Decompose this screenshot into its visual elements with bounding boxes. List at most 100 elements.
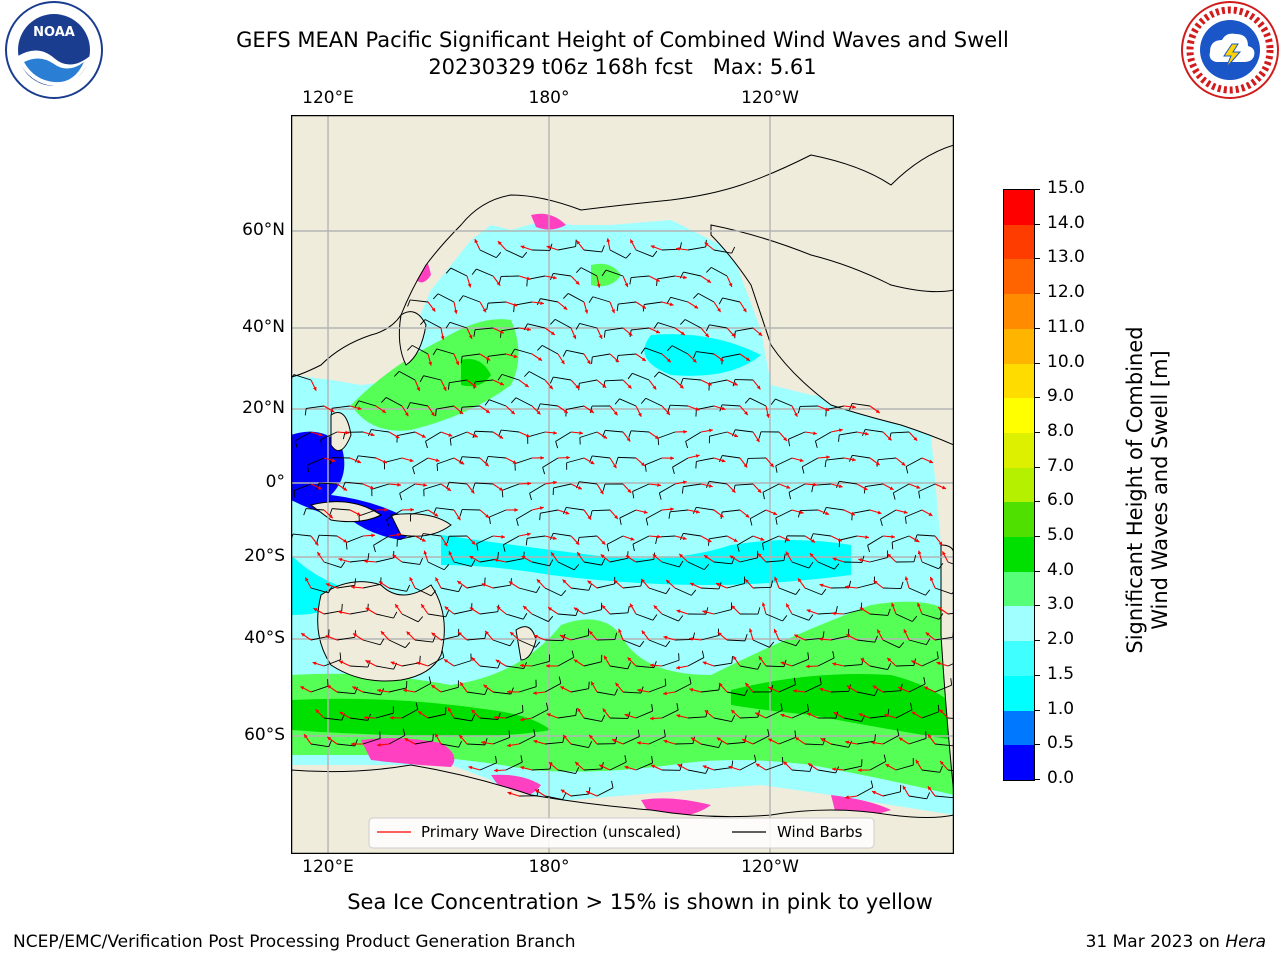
land-north-america bbox=[710, 224, 954, 446]
wave-direction-arrow bbox=[609, 457, 617, 469]
wind-barb bbox=[635, 249, 658, 258]
chart-subtitle: 20230329 t06z 168h fcst Max: 5.61 bbox=[428, 55, 817, 79]
wave-direction-arrow bbox=[312, 661, 325, 667]
wave-direction-arrow bbox=[583, 457, 595, 465]
wave-direction-arrow bbox=[404, 737, 416, 745]
wave-direction-arrow bbox=[908, 535, 920, 543]
wave-direction-arrow bbox=[809, 552, 819, 563]
lat-label-40s: 40°S bbox=[244, 628, 285, 648]
wave-direction-arrow bbox=[858, 713, 871, 719]
wind-barb bbox=[375, 611, 398, 619]
wind-barb bbox=[635, 661, 657, 669]
wind-barb bbox=[401, 557, 423, 565]
wind-barb bbox=[775, 509, 793, 525]
wind-barb bbox=[354, 400, 377, 408]
wind-barb bbox=[801, 457, 819, 474]
wind-barb bbox=[830, 580, 852, 589]
colorbar-title: Significant Height of Combined Wind Wave… bbox=[1098, 326, 1172, 653]
wave-direction-arrow bbox=[904, 576, 910, 589]
wind-barb bbox=[680, 532, 702, 540]
wave-direction-arrow bbox=[857, 768, 871, 773]
wind-barb bbox=[609, 711, 631, 719]
colorbar-tick-label: 11.0 bbox=[1047, 316, 1085, 337]
wind-barb bbox=[713, 246, 736, 254]
wind-barb bbox=[882, 639, 905, 649]
wind-barb bbox=[616, 301, 637, 312]
wind-barb bbox=[505, 705, 524, 719]
wind-barb bbox=[609, 605, 630, 615]
wind-barb bbox=[609, 249, 632, 259]
wind-barb bbox=[895, 613, 918, 622]
wind-barb bbox=[661, 560, 684, 568]
wind-barb bbox=[453, 653, 472, 667]
wind-barb bbox=[304, 405, 325, 416]
wave-direction-arrow bbox=[885, 763, 897, 771]
wave-direction-arrow bbox=[613, 579, 624, 589]
wind-barb bbox=[484, 399, 507, 407]
wind-barb bbox=[358, 509, 377, 523]
wave-direction-arrow bbox=[406, 631, 416, 641]
wind-barb bbox=[892, 483, 910, 500]
wave-direction-arrow bbox=[876, 629, 884, 641]
wave-direction-arrow bbox=[845, 795, 858, 800]
wave-direction-arrow bbox=[388, 431, 400, 439]
wave-direction-arrow bbox=[352, 632, 364, 641]
colorbar-tick-label: 8.0 bbox=[1047, 420, 1075, 441]
wave-direction-arrow bbox=[326, 736, 338, 745]
wind-barb bbox=[635, 755, 654, 771]
wind-barb bbox=[804, 677, 822, 693]
wave-direction-arrow bbox=[689, 582, 702, 589]
colorbar-tick-label: 6.0 bbox=[1047, 490, 1075, 511]
wave-direction-arrow bbox=[674, 429, 688, 434]
wind-barb bbox=[394, 370, 416, 381]
wave-direction-arrow bbox=[427, 457, 440, 463]
wind-barb bbox=[388, 680, 408, 693]
wind-barb bbox=[583, 602, 603, 615]
colorbar-tick-mark bbox=[1034, 674, 1040, 676]
wave-direction-arrow bbox=[518, 431, 531, 438]
colorbar bbox=[1003, 189, 1035, 781]
wave-direction-arrow bbox=[570, 483, 583, 490]
wind-barb bbox=[362, 688, 385, 696]
lat-label-40n: 40°N bbox=[242, 317, 285, 337]
wave-direction-arrow bbox=[830, 428, 843, 433]
wave-direction-arrow bbox=[700, 327, 710, 338]
wind-barb bbox=[345, 535, 364, 550]
wave-direction-arrow bbox=[313, 607, 325, 615]
colorbar-swatch bbox=[1004, 641, 1034, 676]
wind-barb bbox=[396, 535, 416, 547]
wind-barb bbox=[557, 650, 575, 667]
wave-direction-arrow bbox=[726, 431, 739, 438]
wave-direction-arrow bbox=[414, 535, 426, 542]
wave-direction-arrow bbox=[483, 684, 494, 693]
wave-direction-arrow bbox=[466, 535, 476, 546]
wave-direction-arrow bbox=[388, 532, 401, 537]
wave-direction-arrow bbox=[349, 457, 362, 464]
wind-barb bbox=[726, 634, 748, 642]
wave-direction-arrow bbox=[911, 711, 923, 719]
wave-direction-arrow bbox=[934, 535, 943, 546]
lat-label-60n: 60°N bbox=[242, 220, 285, 240]
wave-direction-arrow bbox=[521, 555, 533, 563]
wave-direction-arrow bbox=[618, 628, 624, 641]
wind-barb bbox=[399, 483, 416, 501]
wave-direction-arrow bbox=[394, 603, 403, 615]
wave-direction-arrow bbox=[447, 707, 455, 719]
wind-barb bbox=[550, 318, 572, 329]
wave-direction-arrow bbox=[453, 353, 460, 366]
wind-barb bbox=[460, 353, 481, 364]
wind-barb bbox=[303, 508, 325, 516]
wave-direction-arrow bbox=[704, 709, 715, 719]
wind-barb bbox=[307, 457, 325, 473]
wind-barb bbox=[726, 576, 746, 589]
wave-direction-arrow bbox=[676, 665, 689, 670]
wave-direction-arrow bbox=[375, 507, 389, 512]
wave-direction-arrow bbox=[700, 535, 712, 543]
wind-barb bbox=[563, 506, 585, 515]
wave-direction-arrow bbox=[557, 455, 571, 460]
wind-barb bbox=[531, 613, 554, 622]
wind-barb bbox=[921, 613, 944, 620]
wind-barb bbox=[895, 702, 913, 719]
wave-direction-arrow bbox=[635, 509, 648, 514]
wave-direction-arrow bbox=[805, 664, 819, 669]
